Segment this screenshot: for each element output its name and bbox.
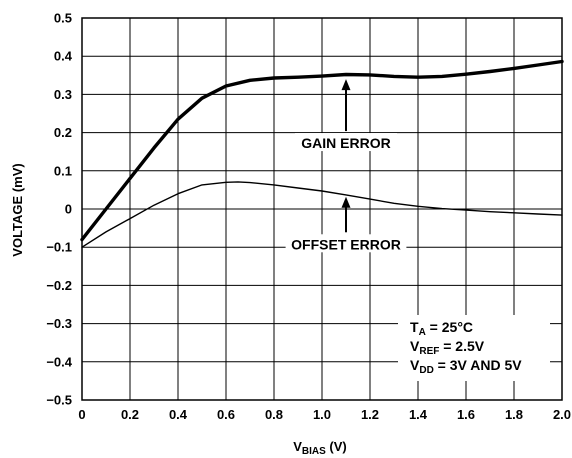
annotation-backing bbox=[295, 133, 397, 152]
x-tick-label: 1.6 bbox=[457, 407, 475, 422]
x-tick-label: 0.8 bbox=[265, 407, 283, 422]
y-tick-label: −0.5 bbox=[46, 393, 72, 408]
annotation-arrow-head bbox=[341, 79, 351, 91]
y-tick-label: 0.5 bbox=[54, 11, 72, 26]
y-axis-label: VOLTAGE (mV) bbox=[10, 163, 25, 256]
y-tick-label: 0 bbox=[65, 202, 72, 217]
y-tick-label: −0.2 bbox=[46, 278, 72, 293]
x-axis-label-sub: BIAS bbox=[302, 446, 326, 457]
x-axis-label: VBIAS (V) bbox=[293, 439, 347, 457]
y-tick-label: 0.3 bbox=[54, 87, 72, 102]
x-tick-label: 1.0 bbox=[313, 407, 331, 422]
x-tick-label: 0 bbox=[78, 407, 85, 422]
series-line-gain-error bbox=[80, 59, 564, 242]
y-tick-label: 0.1 bbox=[54, 163, 72, 178]
y-tick-label: 0.2 bbox=[54, 125, 72, 140]
x-tick-label: 0.2 bbox=[121, 407, 139, 422]
x-tick-label: 0.6 bbox=[217, 407, 235, 422]
x-axis-label-main: V bbox=[293, 439, 302, 454]
plot-frame bbox=[81, 17, 563, 401]
x-tick-label: 1.8 bbox=[505, 407, 523, 422]
y-tick-label: −0.4 bbox=[46, 354, 72, 369]
y-tick-label: 0.4 bbox=[54, 49, 73, 64]
annotations: GAIN ERROR OFFSET ERROR bbox=[285, 79, 407, 253]
x-tick-label: 1.2 bbox=[361, 407, 379, 422]
series-line-offset-error bbox=[81, 181, 563, 248]
x-tick-label: 2.0 bbox=[553, 407, 571, 422]
annotation-offset-error: OFFSET ERROR bbox=[291, 236, 401, 252]
annotation-backing bbox=[285, 234, 407, 253]
y-tick-label: −0.3 bbox=[46, 316, 72, 331]
series-lines bbox=[80, 59, 564, 248]
annotation-arrow-head bbox=[341, 196, 351, 208]
x-tick-label: 0.4 bbox=[169, 407, 188, 422]
tick-labels: 0 0.2 0.4 0.6 0.8 1.0 1.2 1.4 1.6 1.8 2.0 0.5 0.4 0.3… bbox=[46, 11, 571, 423]
y-tick-label: −0.1 bbox=[46, 240, 72, 255]
annotation-gain-error: GAIN ERROR bbox=[301, 135, 390, 151]
condition-line: VDD = 3V AND 5V bbox=[410, 357, 522, 376]
x-axis-label-unit: (V) bbox=[326, 439, 347, 454]
conditions-backing bbox=[398, 315, 550, 381]
condition-line: VREF = 2.5V bbox=[410, 338, 485, 357]
x-tick-label: 1.4 bbox=[409, 407, 428, 422]
condition-line: TA = 25°C bbox=[410, 319, 473, 338]
